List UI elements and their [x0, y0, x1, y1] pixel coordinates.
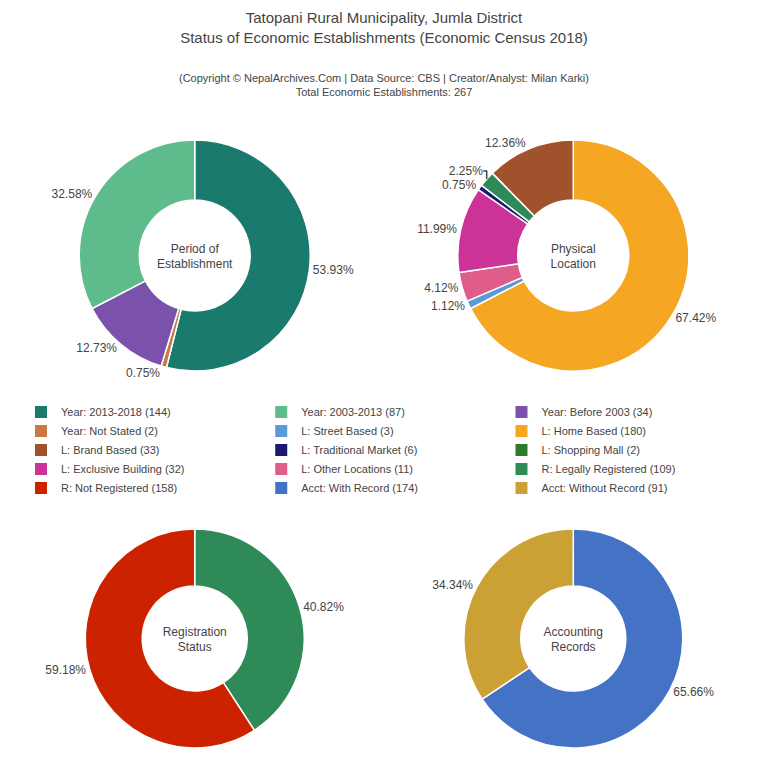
svg-text:2.25%: 2.25% [449, 164, 483, 178]
svg-text:Year: Not Stated (2): Year: Not Stated (2) [61, 425, 158, 437]
svg-text:L: Street Based (3): L: Street Based (3) [301, 425, 393, 437]
svg-text:0.75%: 0.75% [126, 366, 160, 380]
svg-text:RegistrationStatus: RegistrationStatus [163, 625, 227, 655]
svg-text:AccountingRecords: AccountingRecords [544, 625, 603, 655]
svg-text:R: Legally Registered (109): R: Legally Registered (109) [541, 463, 675, 475]
svg-text:PhysicalLocation: PhysicalLocation [551, 242, 596, 272]
svg-text:Tatopani Rural Municipality, J: Tatopani Rural Municipality, Jumla Distr… [180, 9, 588, 46]
svg-text:Period ofEstablishment: Period ofEstablishment [157, 242, 233, 272]
svg-text:(Copyright © NepalArchives.Com: (Copyright © NepalArchives.Com | Data So… [179, 72, 589, 98]
svg-text:L: Shopping Mall (2): L: Shopping Mall (2) [541, 444, 639, 456]
svg-text:65.66%: 65.66% [673, 685, 714, 699]
svg-text:4.12%: 4.12% [424, 281, 458, 295]
svg-text:12.73%: 12.73% [76, 341, 117, 355]
svg-text:67.42%: 67.42% [675, 311, 716, 325]
svg-text:32.58%: 32.58% [52, 187, 93, 201]
svg-text:11.99%: 11.99% [417, 222, 457, 236]
svg-text:53.93%: 53.93% [313, 263, 354, 277]
svg-text:40.82%: 40.82% [303, 600, 344, 614]
svg-text:R: Not Registered (158): R: Not Registered (158) [61, 482, 177, 494]
svg-text:L: Other Locations (11): L: Other Locations (11) [301, 463, 413, 475]
svg-text:L: Brand Based (33): L: Brand Based (33) [61, 444, 159, 456]
svg-text:59.18%: 59.18% [45, 663, 86, 677]
svg-text:L: Exclusive Building (32): L: Exclusive Building (32) [61, 463, 185, 475]
svg-text:Year: Before 2003 (34): Year: Before 2003 (34) [541, 406, 652, 418]
svg-text:L: Traditional Market (6): L: Traditional Market (6) [301, 444, 417, 456]
svg-text:34.34%: 34.34% [432, 578, 473, 592]
svg-text:Year: 2013-2018 (144): Year: 2013-2018 (144) [61, 406, 171, 418]
svg-text:L: Home Based (180): L: Home Based (180) [541, 425, 646, 437]
svg-text:Acct: With Record (174): Acct: With Record (174) [301, 482, 418, 494]
svg-text:0.75%: 0.75% [442, 178, 476, 192]
svg-text:12.36%: 12.36% [485, 136, 526, 150]
svg-text:Acct: Without Record (91): Acct: Without Record (91) [541, 482, 667, 494]
svg-text:1.12%: 1.12% [431, 299, 465, 313]
svg-text:Year: 2003-2013 (87): Year: 2003-2013 (87) [301, 406, 405, 418]
